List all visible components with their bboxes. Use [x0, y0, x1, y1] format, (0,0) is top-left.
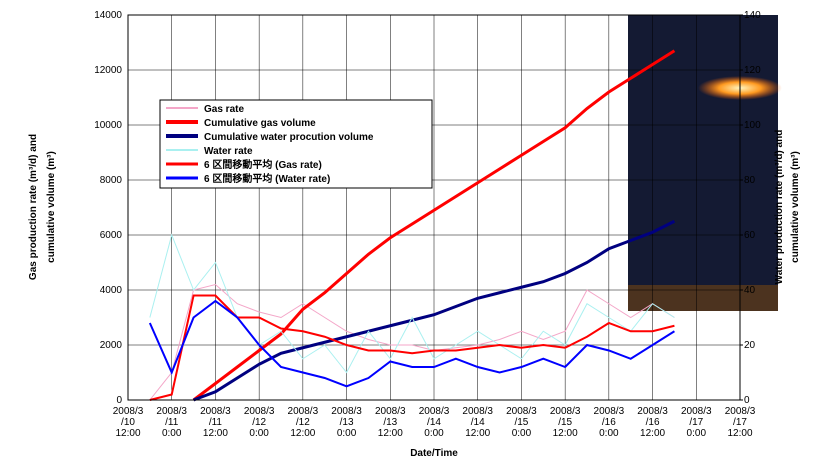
y-tick-label: 0 — [116, 395, 122, 406]
y2-tick-label: 140 — [744, 10, 761, 21]
legend-label: Gas rate — [204, 104, 244, 115]
y-tick-label: 2000 — [100, 340, 123, 351]
x-tick-label: 2008/3/13 0:00 — [331, 406, 362, 439]
y2-axis-title: Water production rate (m³/d) and — [774, 130, 785, 285]
series-line — [148, 299, 675, 388]
legend — [159, 99, 433, 189]
x-tick-label: 2008/3/11 12:00 — [200, 406, 231, 439]
plot-frame — [127, 14, 741, 401]
y-axis-title: cumulative volume (m³) — [46, 151, 57, 263]
x-tick-label: 2008/3/17 0:00 — [681, 406, 712, 439]
y-tick-label: 8000 — [100, 175, 123, 186]
x-tick-label: 2008/3/12 0:00 — [244, 406, 275, 439]
y2-axis-title: cumulative volume (m³) — [790, 151, 801, 263]
series-line — [149, 283, 675, 401]
x-tick-label: 2008/3/12 12:00 — [288, 406, 319, 439]
legend-label: 6 区間移動平均 (Water rate) — [204, 172, 330, 185]
x-tick-label: 2008/3/14 12:00 — [462, 406, 493, 439]
x-tick-label: 2008/3/10 12:00 — [113, 406, 144, 439]
y-axis-title: Gas production rate (m³/d) and — [28, 134, 39, 280]
x-tick-label: 2008/3/15 12:00 — [550, 406, 581, 439]
y2-tick-label: 120 — [744, 65, 761, 76]
x-tick-label: 2008/3/14 0:00 — [419, 406, 450, 439]
x-tick-label: 2008/3/17 12:00 — [725, 406, 756, 439]
x-tick-label: 2008/3/15 0:00 — [506, 406, 537, 439]
y-tick-label: 12000 — [94, 65, 122, 76]
y2-tick-label: 0 — [744, 395, 750, 406]
x-axis-title: Date/Time — [410, 448, 458, 459]
series-line — [192, 49, 676, 402]
y-tick-label: 4000 — [100, 285, 123, 296]
y2-tick-label: 40 — [744, 285, 756, 296]
series-line — [193, 219, 676, 402]
photo-background — [628, 15, 778, 311]
y2-tick-label: 60 — [744, 230, 756, 241]
y-tick-label: 10000 — [94, 120, 122, 131]
y-tick-label: 6000 — [100, 230, 123, 241]
y2-tick-label: 20 — [744, 340, 756, 351]
photo-ground — [628, 285, 778, 311]
legend-label: Cumulative gas volume — [204, 118, 316, 129]
x-tick-label: 2008/3/16 0:00 — [594, 406, 625, 439]
legend-label: Water rate — [204, 146, 253, 157]
plot — [148, 49, 676, 402]
legend-label: Cumulative water procution volume — [204, 132, 374, 143]
legend-items: Gas rate Cumulative gas volume Cumulative … — [166, 104, 374, 185]
x-tick-label: 2008/3/16 12:00 — [637, 406, 668, 439]
y-tick-label: 14000 — [94, 10, 122, 21]
y2-tick-label: 80 — [744, 175, 756, 186]
legend-label: 6 区間移動平均 (Gas rate) — [204, 158, 322, 171]
y2-tick-label: 100 — [744, 120, 761, 131]
x-tick-label: 2008/3/11 0:00 — [156, 406, 187, 439]
x-tick-label: 2008/3/13 12:00 — [375, 406, 406, 439]
